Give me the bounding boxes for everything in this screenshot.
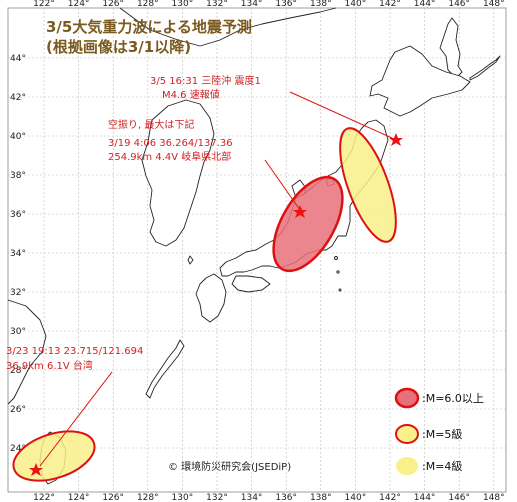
lat-tick-label: 36° <box>10 210 26 220</box>
lat-tick-label: 40° <box>10 132 26 142</box>
lon-tick-label: 132° <box>206 493 228 502</box>
legend-m4-label: :M=4級 <box>422 460 462 473</box>
gifu-leader <box>264 159 301 211</box>
lon-tick-label: 130° <box>172 493 194 502</box>
lat-tick-label: 44° <box>10 54 26 64</box>
lat-tick-label: 42° <box>10 93 26 103</box>
lon-tick-label: 130° <box>172 0 194 9</box>
tsushima <box>187 255 194 265</box>
leader-lines <box>39 91 393 467</box>
lon-tick-label: 122° <box>33 493 55 502</box>
asia-coast-north <box>119 7 337 47</box>
kyushu <box>195 273 227 323</box>
lon-tick-label: 128° <box>137 493 159 502</box>
lon-tick-label: 126° <box>102 493 124 502</box>
legend-m5-label: :M=5級 <box>422 428 462 441</box>
izu-islands <box>334 256 338 260</box>
legend-m6-label: :M=6.0以上 <box>422 392 484 405</box>
lat-tick-label: 34° <box>10 249 26 259</box>
lat-tick-label: 32° <box>10 288 26 298</box>
credit-text: © 環境防災研究会(JSEDiP) <box>168 460 291 473</box>
lon-tick-label: 136° <box>275 0 297 9</box>
lon-tick-label: 148° <box>483 493 505 502</box>
lon-tick-label: 140° <box>345 493 367 502</box>
lon-tick-label: 132° <box>206 0 228 9</box>
sanriku-annotation-line1: 3/5 16:31 三陸沖 震度1 <box>150 74 261 87</box>
gifu-annotation-line2: 3/19 4:06 36.264/137.36 <box>108 138 233 149</box>
lon-tick-label: 138° <box>310 493 332 502</box>
map-title-line1: 3/5大気重力波による地震予測 <box>46 18 252 36</box>
kuril-islands <box>469 55 501 81</box>
lon-tick-label: 138° <box>310 0 332 9</box>
taiwan-annotation-line1: 3/23 19:13 23.715/121.694 <box>6 346 143 357</box>
star-icon <box>389 133 403 146</box>
shikoku <box>231 275 271 293</box>
lon-tick-label: 128° <box>137 0 159 9</box>
china-coast <box>7 299 47 405</box>
lon-tick-label: 146° <box>448 493 470 502</box>
star-icon <box>29 463 43 476</box>
lon-tick-label: 126° <box>102 0 124 9</box>
lon-tick-label: 124° <box>68 0 90 9</box>
axis-ticks: 122° 122° 124° 124° 126° 126° 128° 128° 130° 130°… <box>10 0 505 502</box>
tohoku-zone-m5 <box>339 127 397 243</box>
lat-tick-label: 24° <box>10 444 26 454</box>
lon-tick-label: 134° <box>241 493 263 502</box>
korean-peninsula <box>141 99 215 247</box>
gifu-annotation-line3: 254.9km 4.4V 岐阜県北部 <box>108 150 231 163</box>
lon-tick-label: 148° <box>483 0 505 9</box>
lon-tick-label: 146° <box>448 0 470 9</box>
lat-tick-label: 38° <box>10 171 26 181</box>
epicenters <box>29 133 403 476</box>
lon-tick-label: 144° <box>414 0 436 9</box>
lat-tick-label: 28° <box>10 366 26 376</box>
lon-tick-label: 142° <box>379 0 401 9</box>
lon-tick-label: 122° <box>33 0 55 9</box>
taiwan-leader <box>39 371 113 467</box>
legend-m6-swatch <box>394 387 420 409</box>
lon-tick-label: 124° <box>68 493 90 502</box>
taiwan-annotation-line2: 36.9km 6.1V 台湾 <box>6 359 93 372</box>
lon-tick-label: 134° <box>241 0 263 9</box>
legend-m4-swatch <box>396 457 418 475</box>
lon-tick-label: 140° <box>345 0 367 9</box>
lon-tick-label: 144° <box>414 493 436 502</box>
hokkaido <box>369 45 471 117</box>
sanriku-annotation-line2: M4.6 速報値 <box>162 88 220 101</box>
izu-island-2 <box>336 270 340 274</box>
sanriku-leader <box>289 91 393 139</box>
map-title-line2: (根拠画像は3/1以降) <box>46 38 191 56</box>
lon-tick-label: 142° <box>379 493 401 502</box>
legend-m5-swatch <box>395 424 419 444</box>
legend: :M=6.0以上 :M=5級 :M=4級 <box>394 387 484 475</box>
gifu-annotation-line1: 空振り, 最大は下記 <box>108 118 194 131</box>
lat-tick-label: 26° <box>10 405 26 415</box>
chubu-zone-m6 <box>272 175 344 273</box>
lat-tick-label: 30° <box>10 327 26 337</box>
ryukyu-islands <box>145 339 185 399</box>
izu-island-3 <box>338 288 342 292</box>
star-icon <box>293 205 307 218</box>
forecast-zones <box>12 127 397 482</box>
lon-tick-label: 136° <box>275 493 297 502</box>
